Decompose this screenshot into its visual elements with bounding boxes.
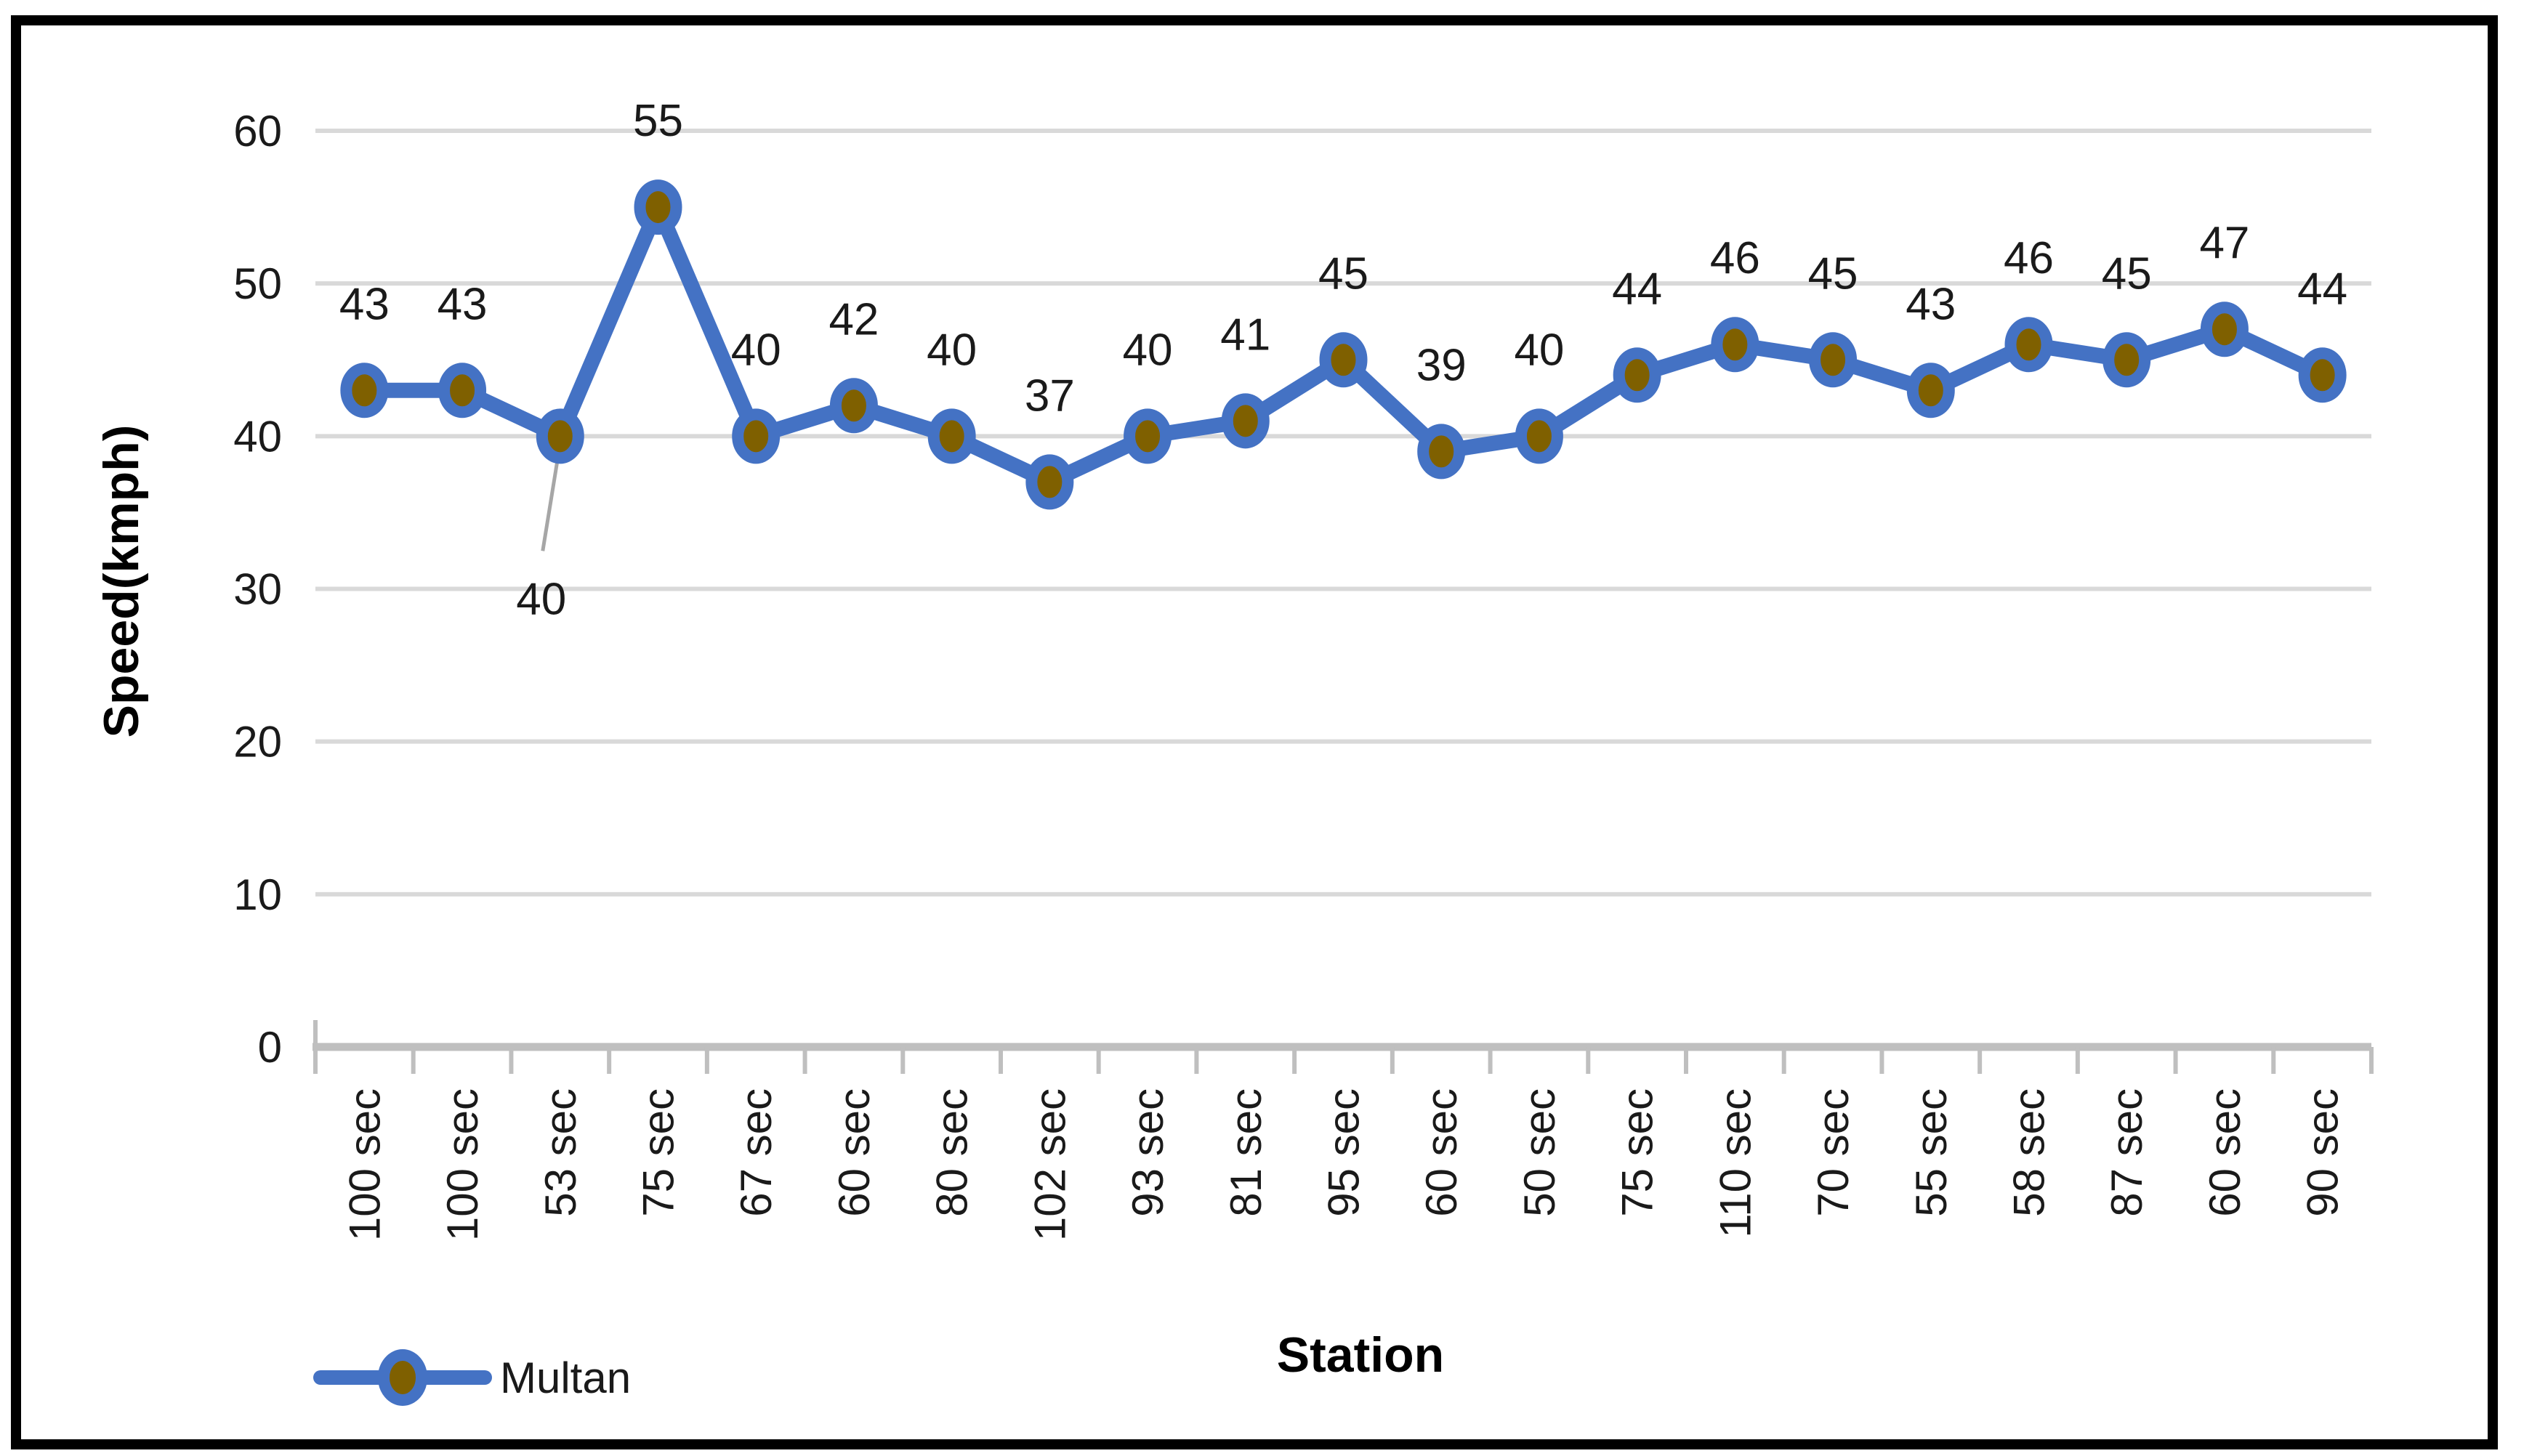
data-point-marker <box>1809 332 1858 388</box>
x-tick-label: 50 sec <box>1515 1088 1564 1217</box>
x-tick-label: 95 sec <box>1320 1088 1368 1217</box>
data-point-label: 37 <box>1025 371 1075 421</box>
x-tick-label: 70 sec <box>1809 1088 1858 1217</box>
legend-marker-dot <box>378 1349 427 1406</box>
data-point-label: 46 <box>1710 233 1760 283</box>
data-point-marker <box>1319 332 1368 388</box>
y-tick-label: 10 <box>233 870 282 919</box>
data-point-marker <box>1124 408 1172 464</box>
chart-border <box>11 15 2498 1449</box>
data-point-marker <box>1711 317 1759 373</box>
data-point-label: 47 <box>2199 218 2249 268</box>
data-point-label: 45 <box>1808 248 1858 299</box>
y-tick-label: 40 <box>233 412 282 461</box>
x-tick-label: 75 sec <box>1613 1088 1662 1217</box>
data-point-label: 46 <box>2004 233 2054 283</box>
data-point-marker <box>1221 393 1270 449</box>
y-tick-label: 30 <box>233 565 282 614</box>
data-point-marker <box>536 408 584 464</box>
x-tick-label: 60 sec <box>1417 1088 1466 1217</box>
x-axis-title: Station <box>1277 1327 1444 1383</box>
y-tick-label: 20 <box>233 718 282 767</box>
y-tick-label: 50 <box>233 259 282 308</box>
data-point-label: 41 <box>1220 310 1270 360</box>
x-tick-label: 75 sec <box>634 1088 683 1217</box>
data-point-label: 39 <box>1416 340 1467 390</box>
x-tick-label: 60 sec <box>830 1088 879 1217</box>
x-tick-label: 110 sec <box>1711 1088 1759 1238</box>
x-tick-label: 81 sec <box>1222 1088 1270 1217</box>
data-point-label: 44 <box>2297 264 2347 314</box>
data-point-label: 40 <box>731 325 781 375</box>
x-tick-label: 87 sec <box>2102 1088 2151 1217</box>
data-point-marker <box>2298 347 2347 403</box>
data-point-marker <box>732 408 781 464</box>
y-tick-label: 60 <box>233 107 282 155</box>
data-point-label: 42 <box>828 294 879 344</box>
x-tick-label: 55 sec <box>1907 1088 1956 1217</box>
data-point-marker <box>2004 317 2053 373</box>
data-point-label: 55 <box>633 96 683 146</box>
plot-area: 0 10 20 30 40 50 60 100 sec 100 sec 53 sec 75 sec 6… <box>233 96 2374 1241</box>
x-tick-label: 102 sec <box>1025 1088 1074 1241</box>
data-point-marker <box>1515 408 1563 464</box>
data-point-label: 40 <box>927 325 977 375</box>
data-point-marker <box>1613 347 1661 403</box>
legend-label: Multan <box>500 1354 631 1402</box>
data-point-label: 40 <box>516 574 566 624</box>
x-tick-label: 60 sec <box>2201 1088 2249 1217</box>
x-tick-label: 90 sec <box>2299 1088 2347 1217</box>
data-point-label: 43 <box>438 279 488 329</box>
y-tick-label: 0 <box>258 1023 282 1072</box>
data-point-marker <box>340 363 389 418</box>
data-point-marker <box>2200 302 2249 357</box>
legend: Multan <box>313 1349 631 1406</box>
data-point-marker <box>438 363 487 418</box>
x-tick-label: 53 sec <box>536 1088 585 1217</box>
data-point-marker <box>634 179 682 235</box>
data-point-label: 44 <box>1612 264 1662 314</box>
data-point-label: 45 <box>1318 248 1368 299</box>
x-tick-label: 80 sec <box>928 1088 977 1217</box>
data-point-label: 43 <box>339 279 390 329</box>
data-point-label: 40 <box>1123 325 1173 375</box>
data-point-marker <box>1906 363 1955 418</box>
x-tick-label: 100 sec <box>340 1088 389 1241</box>
data-point-marker <box>1025 454 1074 510</box>
data-point-marker <box>829 378 878 434</box>
data-point-label: 40 <box>1514 325 1564 375</box>
data-point-label: 45 <box>2102 248 2152 299</box>
x-tick-label: 93 sec <box>1124 1088 1172 1217</box>
x-tick-label: 100 sec <box>438 1088 487 1241</box>
x-tick-label: 58 sec <box>2005 1088 2054 1217</box>
data-point-label: 43 <box>1906 279 1956 329</box>
data-point-marker <box>1417 424 1466 480</box>
x-tick-label: 67 sec <box>732 1088 781 1217</box>
data-point-marker <box>2102 332 2151 388</box>
data-point-marker <box>927 408 976 464</box>
y-axis-title: Speed(kmph) <box>94 425 149 738</box>
